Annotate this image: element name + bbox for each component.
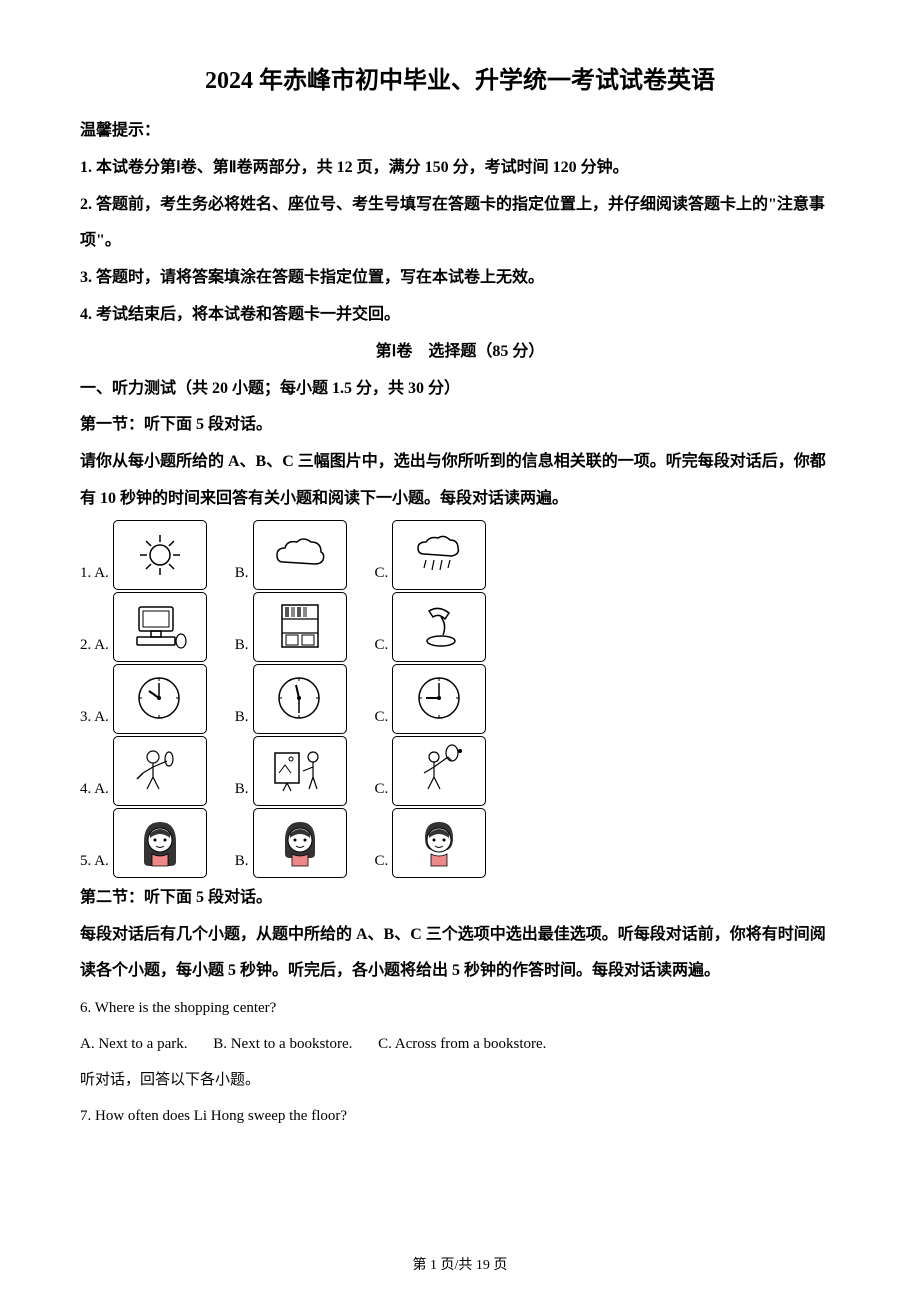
q7-question: 7. How often does Li Hong sweep the floo…: [80, 1098, 840, 1134]
sun-icon: [113, 520, 207, 590]
tip-1: 1. 本试卷分第Ⅰ卷、第Ⅱ卷两部分，共 12 页，满分 150 分，考试时间 1…: [80, 150, 840, 187]
girl-short-hair-icon: [392, 808, 486, 878]
girl-mid-hair-icon: [253, 808, 347, 878]
q5-label-a: 5. A.: [80, 853, 109, 878]
computer-icon: [113, 592, 207, 662]
q2-label-b: B.: [235, 637, 249, 662]
tip-3: 3. 答题时，请将答案填涂在答题卡指定位置，写在本试卷上无效。: [80, 260, 840, 297]
girl-long-hair-icon: [113, 808, 207, 878]
painting-icon: [253, 736, 347, 806]
section1-heading: 第一节：听下面 5 段对话。: [80, 407, 840, 444]
q2-label-c: C.: [375, 637, 389, 662]
q2-label-a: 2. A.: [80, 637, 109, 662]
q5-label-c: C.: [375, 853, 389, 878]
picture-row-1: 1. A. B. C.: [80, 520, 840, 590]
q4-label-b: B.: [235, 781, 249, 806]
tip-2: 2. 答题前，考生务必将姓名、座位号、考生号填写在答题卡的指定位置上，并仔细阅读…: [80, 187, 840, 261]
q1-label-c: C.: [375, 565, 389, 590]
tip-4: 4. 考试结束后，将本试卷和答题卡一并交回。: [80, 297, 840, 334]
q6-options: A. Next to a park. B. Next to a bookstor…: [80, 1026, 840, 1062]
q6-option-c: C. Across from a bookstore.: [378, 1026, 546, 1062]
picture-row-4: 4. A. B. C.: [80, 736, 840, 806]
q6-question: 6. Where is the shopping center?: [80, 990, 840, 1026]
clock-9-icon: [392, 664, 486, 734]
picture-row-5: 5. A. B. C.: [80, 808, 840, 878]
q4-label-c: C.: [375, 781, 389, 806]
cloud-icon: [253, 520, 347, 590]
picture-row-3: 3. A. B. C.: [80, 664, 840, 734]
clock-10-icon: [113, 664, 207, 734]
q5-label-b: B.: [235, 853, 249, 878]
exam-title: 2024 年赤峰市初中毕业、升学统一考试试卷英语: [80, 60, 840, 95]
q1-label-a: 1. A.: [80, 565, 109, 590]
q3-label-b: B.: [235, 709, 249, 734]
section1-instruction: 请你从每小题所给的 A、B、C 三幅图片中，选出与你所听到的信息相关联的一项。听…: [80, 444, 840, 518]
section2-heading: 第二节：听下面 5 段对话。: [80, 880, 840, 917]
badminton-icon: [392, 736, 486, 806]
page-footer: 第 1 页/共 19 页: [0, 1254, 920, 1274]
q6-option-b: B. Next to a bookstore.: [213, 1026, 352, 1062]
q1-label-b: B.: [235, 565, 249, 590]
clock-1130-icon: [253, 664, 347, 734]
q3-label-a: 3. A.: [80, 709, 109, 734]
rain-icon: [392, 520, 486, 590]
violin-icon: [113, 736, 207, 806]
picture-row-2: 2. A. B. C.: [80, 592, 840, 662]
listening-heading: 一、听力测试（共 20 小题；每小题 1.5 分，共 30 分）: [80, 371, 840, 408]
section2-instruction: 每段对话后有几个小题，从题中所给的 A、B、C 三个选项中选出最佳选项。听每段对…: [80, 917, 840, 991]
q6-option-a: A. Next to a park.: [80, 1026, 187, 1062]
q4-label-a: 4. A.: [80, 781, 109, 806]
tips-heading: 温馨提示：: [80, 113, 840, 150]
sub-instruction: 听对话，回答以下各小题。: [80, 1062, 840, 1098]
q3-label-c: C.: [375, 709, 389, 734]
part-heading: 第Ⅰ卷 选择题（85 分）: [80, 334, 840, 371]
bookshelf-icon: [253, 592, 347, 662]
lamp-icon: [392, 592, 486, 662]
